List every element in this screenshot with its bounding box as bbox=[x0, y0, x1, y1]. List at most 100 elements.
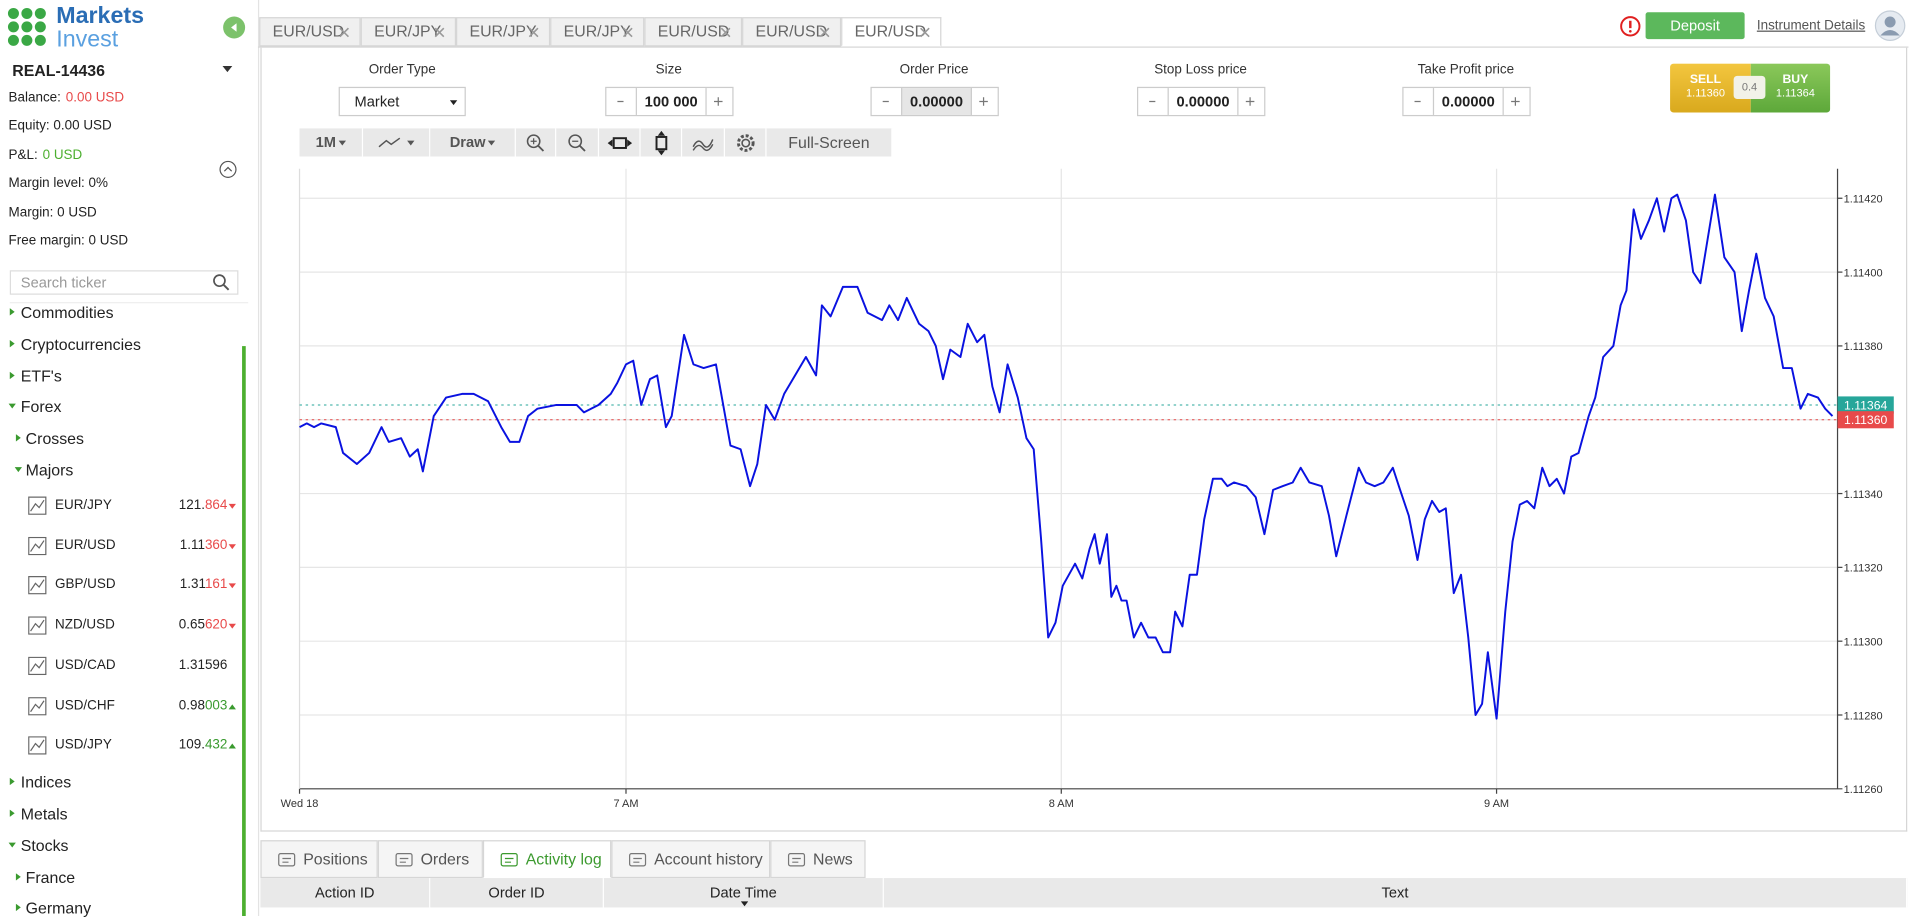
zoom-in-button[interactable] bbox=[515, 128, 557, 157]
icon-frame bbox=[28, 656, 47, 675]
field-label: Stop Loss price bbox=[1154, 62, 1247, 78]
tree-label: Crosses bbox=[25, 429, 84, 448]
instrument-details-link[interactable]: Instrument Details bbox=[1756, 18, 1866, 34]
x-tick-label: 8 AM bbox=[1049, 798, 1074, 810]
tree-arrow bbox=[8, 404, 16, 409]
account-row: Margin: 0 USD bbox=[9, 205, 97, 220]
decrement-button[interactable] bbox=[1404, 88, 1433, 115]
tab-label: EUR/USD bbox=[854, 22, 927, 41]
stepper-value[interactable]: 0.00000 bbox=[1432, 88, 1504, 115]
tab-close[interactable] bbox=[720, 27, 731, 38]
sidebar-toggle[interactable] bbox=[223, 16, 246, 39]
account-value: 0 USD bbox=[42, 147, 83, 163]
zoom-out-button[interactable] bbox=[556, 128, 600, 157]
y-tick-label: 1.11420 bbox=[1844, 194, 1883, 206]
tree-row[interactable]: Germany bbox=[0, 898, 240, 920]
decrement-button[interactable] bbox=[872, 88, 901, 115]
account-dropdown[interactable] bbox=[221, 65, 233, 75]
close-shape bbox=[720, 27, 731, 38]
field-label: Take Profit price bbox=[1417, 62, 1515, 78]
tree-row[interactable]: Indices bbox=[0, 772, 240, 794]
instrument-row[interactable]: USD/JPY 109.432 bbox=[0, 735, 240, 757]
instrument-tab[interactable]: EUR/USD bbox=[644, 17, 743, 47]
period-button[interactable]: 1M bbox=[299, 128, 364, 157]
instrument-row[interactable]: GBP/USD 1.31161 bbox=[0, 575, 240, 597]
draw-button[interactable]: Draw bbox=[430, 128, 516, 157]
instrument-tab[interactable]: EUR/USD bbox=[841, 17, 942, 47]
tree-row[interactable]: Commodities bbox=[0, 302, 240, 324]
price-main: 121. bbox=[178, 497, 205, 513]
tab-label: EUR/USD bbox=[272, 22, 345, 41]
select-value: Market bbox=[354, 92, 400, 111]
tree-row[interactable]: Cryptocurrencies bbox=[0, 334, 240, 356]
instrument-row[interactable]: USD/CHF 0.98003 bbox=[0, 695, 240, 717]
tab-close[interactable] bbox=[434, 27, 445, 38]
tree-arrow bbox=[15, 434, 21, 442]
table-header-cell[interactable]: Order ID bbox=[430, 878, 604, 908]
account-row: Equity: 0.00 USD bbox=[9, 119, 112, 134]
indicators-button[interactable] bbox=[682, 128, 725, 157]
tree-row[interactable]: ETF's bbox=[0, 365, 240, 387]
arrow-shape bbox=[9, 339, 15, 348]
tree-row[interactable]: Metals bbox=[0, 803, 240, 825]
tab-close[interactable] bbox=[819, 27, 830, 38]
tree-row[interactable]: Forex bbox=[0, 397, 240, 419]
instrument-row[interactable]: NZD/USD 0.65620 bbox=[0, 615, 240, 637]
instrument-tab[interactable]: EUR/USD bbox=[259, 17, 361, 47]
price-tag-label: 1.11364 bbox=[1844, 398, 1887, 412]
order-type-select[interactable]: Market bbox=[338, 86, 466, 117]
instrument-tab[interactable]: EUR/JPY bbox=[550, 17, 645, 47]
increment-button[interactable] bbox=[1501, 88, 1530, 115]
bottom-tab-label: Account history bbox=[654, 849, 763, 869]
stepper-value[interactable]: 0.00000 bbox=[1167, 88, 1239, 115]
icon-frame bbox=[28, 576, 47, 595]
collapse-button[interactable] bbox=[219, 160, 237, 178]
bottom-tab[interactable]: Account history bbox=[611, 840, 771, 879]
increment-button[interactable] bbox=[1236, 88, 1265, 115]
instrument-icon bbox=[28, 616, 47, 635]
fit-width-button[interactable] bbox=[599, 128, 641, 157]
bottom-tab[interactable]: Orders bbox=[377, 840, 483, 879]
instrument-tab[interactable]: EUR/JPY bbox=[360, 17, 457, 47]
icon-shape bbox=[629, 853, 647, 867]
search-icon[interactable] bbox=[213, 274, 230, 291]
stepper-value[interactable]: 100 000 bbox=[635, 88, 707, 115]
instrument-row[interactable]: EUR/USD 1.11360 bbox=[0, 535, 240, 557]
tree-row[interactable]: Majors bbox=[0, 460, 240, 482]
tree-row[interactable]: France bbox=[0, 867, 240, 889]
search-box[interactable]: Search ticker bbox=[9, 270, 239, 295]
increment-button[interactable] bbox=[704, 88, 733, 115]
decrement-button[interactable] bbox=[606, 88, 635, 115]
fullscreen-button[interactable]: Full-Screen bbox=[766, 128, 893, 157]
chart-type-button[interactable] bbox=[363, 128, 431, 157]
table-header-cell[interactable]: Action ID bbox=[260, 878, 431, 908]
user-avatar[interactable] bbox=[1874, 10, 1906, 42]
instrument-tab[interactable]: EUR/USD bbox=[742, 17, 842, 47]
tree-row[interactable]: Stocks bbox=[0, 835, 240, 857]
close-shape bbox=[339, 27, 349, 38]
alert-icon[interactable] bbox=[1620, 16, 1641, 37]
bottom-tab[interactable]: Activity log bbox=[482, 840, 612, 879]
instrument-tab[interactable]: EUR/JPY bbox=[456, 17, 551, 47]
tree-arrow bbox=[9, 371, 15, 379]
bottom-tab[interactable]: News bbox=[770, 840, 866, 879]
increment-button[interactable] bbox=[970, 88, 999, 115]
icon-line bbox=[30, 579, 45, 592]
deposit-button[interactable]: Deposit bbox=[1645, 12, 1745, 40]
settings-button[interactable] bbox=[724, 128, 767, 157]
bottom-tab[interactable]: Positions bbox=[260, 840, 378, 879]
instrument-row[interactable]: EUR/JPY 121.864 bbox=[0, 495, 240, 517]
buy-label: BUY bbox=[1782, 73, 1809, 87]
instrument-row[interactable]: USD/CAD 1.31596 bbox=[0, 655, 240, 677]
table-header-cell[interactable]: Date Time bbox=[603, 878, 884, 908]
tab-close[interactable] bbox=[339, 27, 350, 38]
tree-arrow bbox=[228, 543, 236, 549]
decrement-button[interactable] bbox=[1138, 88, 1167, 115]
tab-close[interactable] bbox=[528, 27, 539, 38]
fit-height-button[interactable] bbox=[640, 128, 683, 157]
tab-close[interactable] bbox=[919, 27, 930, 38]
tree-row[interactable]: Crosses bbox=[0, 428, 240, 450]
tab-close[interactable] bbox=[622, 27, 633, 38]
table-header-cell[interactable]: Text bbox=[883, 878, 1908, 908]
